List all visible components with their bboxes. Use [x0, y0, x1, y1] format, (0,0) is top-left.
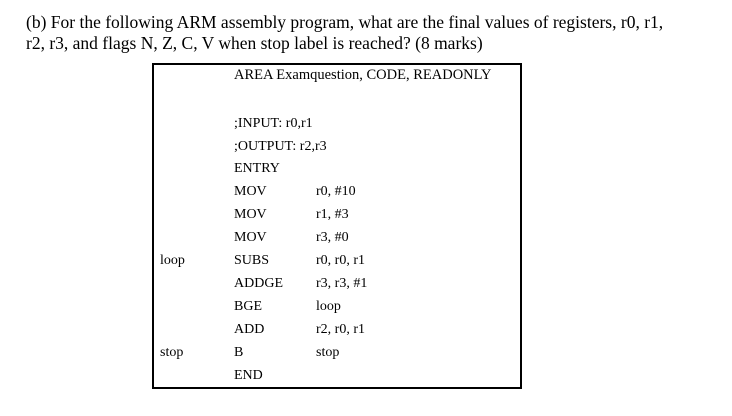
code-header: AREA Examquestion, CODE, READONLY	[234, 67, 492, 83]
instruction-args: r2, r0, r1	[316, 322, 365, 337]
end-directive: END	[234, 368, 263, 383]
instruction-args: r3, r3, #1	[316, 276, 368, 291]
label-stop: stop	[160, 345, 184, 360]
instruction-args: r1, #3	[316, 207, 349, 222]
instruction-args: loop	[316, 299, 341, 314]
instruction-args: r0, r0, r1	[316, 253, 365, 268]
output-comment: ;OUTPUT: r2,r3	[234, 139, 327, 154]
input-comment: ;INPUT: r0,r1	[234, 116, 313, 131]
instruction-op: ADDGE	[234, 276, 283, 291]
instruction-op: BGE	[234, 299, 262, 314]
instruction-op: MOV	[234, 184, 267, 199]
instruction-args: r0, #10	[316, 184, 356, 199]
instruction-op: MOV	[234, 230, 267, 245]
instruction-args: stop	[316, 345, 340, 360]
question-line-2: r2, r3, and flags N, Z, C, V when stop l…	[26, 33, 483, 53]
instruction-op: ADD	[234, 322, 265, 337]
instruction-op: B	[234, 345, 244, 360]
entry-directive: ENTRY	[234, 161, 280, 176]
question-line-1: (b) For the following ARM assembly progr…	[26, 12, 664, 32]
instruction-op: MOV	[234, 207, 267, 222]
code-box	[152, 63, 522, 389]
question-text: (b) For the following ARM assembly progr…	[26, 12, 716, 54]
instruction-op: SUBS	[234, 253, 270, 268]
label-loop: loop	[160, 253, 185, 268]
instruction-args: r3, #0	[316, 230, 349, 245]
